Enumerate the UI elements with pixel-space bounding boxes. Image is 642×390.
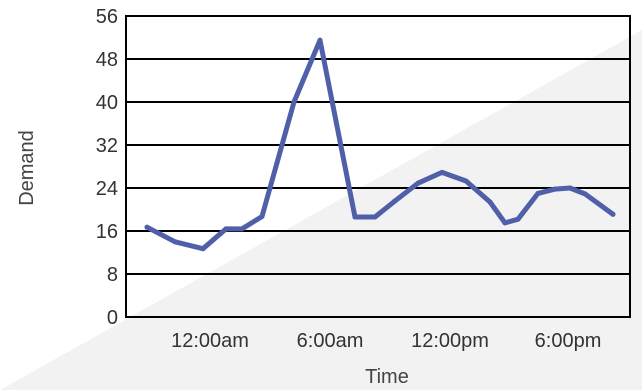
data-point: [610, 211, 616, 217]
data-point: [567, 185, 573, 191]
data-point: [291, 99, 297, 105]
plot-area: [126, 16, 630, 317]
x-axis-ticks: 12:00am 6:00am 12:00pm 6:00pm: [171, 330, 601, 352]
data-point: [502, 220, 508, 226]
series-layer: [144, 37, 616, 252]
x-axis-title: Time: [365, 366, 409, 388]
data-point: [372, 214, 378, 220]
data-point: [439, 169, 445, 175]
data-point: [259, 214, 265, 219]
y-tick-label: 8: [107, 264, 118, 286]
y-axis-title: Demand: [16, 130, 38, 206]
data-point: [552, 186, 558, 192]
y-tick-label: 40: [96, 92, 118, 114]
data-point: [463, 178, 469, 184]
x-tick-label: 12:00pm: [411, 330, 489, 352]
y-axis-ticks: 0 8 16 24 32 40 48 56: [96, 6, 118, 329]
y-tick-label: 56: [96, 6, 118, 28]
grid: [126, 58, 630, 275]
x-tick-label: 12:00am: [171, 330, 249, 352]
y-tick-label: 48: [96, 49, 118, 71]
y-tick-label: 16: [96, 221, 118, 243]
data-point: [144, 224, 150, 230]
data-point: [317, 37, 323, 43]
data-point: [392, 198, 398, 204]
y-tick-label: 32: [96, 135, 118, 157]
x-tick-label: 6:00am: [297, 330, 364, 352]
data-point: [172, 239, 178, 245]
data-point: [487, 199, 493, 205]
plot-frame: [125, 15, 631, 318]
data-point: [535, 190, 541, 196]
data-point: [582, 191, 588, 197]
data-point: [239, 226, 245, 232]
data-point: [200, 246, 206, 252]
data-point: [515, 216, 521, 222]
y-tick-label: 24: [96, 178, 118, 200]
y-tick-label: 0: [107, 307, 118, 329]
data-point: [415, 180, 421, 186]
x-tick-label: 6:00pm: [535, 330, 602, 352]
series-line: [144, 37, 616, 252]
background-shade: [0, 30, 642, 390]
data-point: [352, 214, 358, 220]
data-point: [223, 226, 229, 232]
